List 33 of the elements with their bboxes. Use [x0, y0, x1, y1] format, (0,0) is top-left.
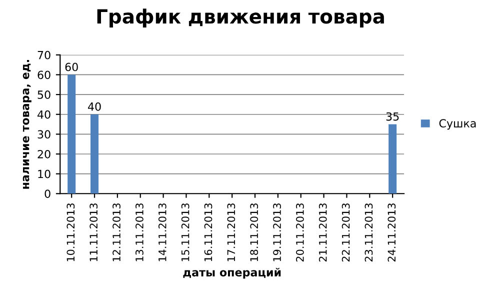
bar	[68, 74, 76, 194]
y-tick-label: 30	[38, 130, 50, 139]
x-tick-label: 11.11.2013	[90, 203, 98, 262]
x-tick-label: 12.11.2013	[112, 203, 120, 262]
bar	[90, 114, 99, 194]
x-tick-label: 20.11.2013	[296, 203, 304, 262]
y-tick-label: 40	[38, 110, 50, 119]
x-axis-title: даты операций	[183, 268, 281, 279]
data-label: 40	[88, 102, 101, 111]
x-tick-label: 24.11.2013	[388, 203, 396, 262]
bar	[388, 124, 397, 194]
x-tick-label: 17.11.2013	[227, 203, 236, 262]
y-tick-label: 70	[38, 50, 50, 60]
x-tick-label: 23.11.2013	[364, 203, 373, 262]
x-tick-label: 10.11.2013	[66, 203, 75, 262]
y-tick-label: 20	[38, 150, 50, 158]
x-tick-label: 13.11.2013	[136, 203, 144, 262]
data-label: 35	[386, 112, 399, 121]
y-tick-label: 0	[44, 190, 50, 198]
chart-title: График движения товара	[97, 8, 384, 28]
y-axis-title: наличие товара, ед.	[22, 60, 32, 189]
y-tick-label: 60	[38, 70, 50, 80]
x-tick-label: 21.11.2013	[318, 203, 327, 262]
y-tick-label: 10	[38, 170, 50, 178]
x-tick-label: 16.11.2013	[204, 203, 212, 262]
y-tick-label: 50	[38, 90, 50, 99]
x-tick-label: 19.11.2013	[273, 203, 281, 262]
data-label: 60	[65, 62, 78, 72]
x-tick-label: 18.11.2013	[250, 203, 258, 262]
x-tick-label: 22.11.2013	[342, 203, 350, 262]
legend-label: Сушка	[439, 119, 476, 130]
x-tick-label: 15.11.2013	[181, 203, 190, 262]
x-tick-label: 14.11.2013	[158, 203, 166, 262]
